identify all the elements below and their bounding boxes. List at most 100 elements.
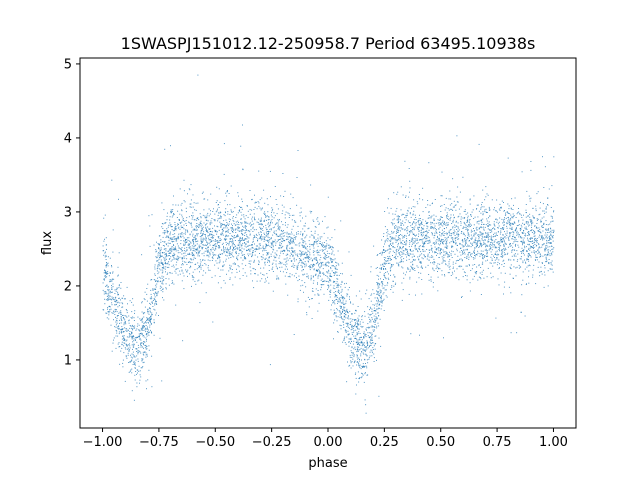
data-point xyxy=(171,229,173,231)
data-point xyxy=(310,257,312,259)
data-point xyxy=(287,268,288,270)
data-point xyxy=(241,201,243,203)
data-point xyxy=(154,309,156,311)
data-point xyxy=(198,252,200,254)
data-point xyxy=(190,223,192,225)
data-point xyxy=(377,282,379,284)
data-point xyxy=(361,351,363,353)
data-point xyxy=(501,264,503,266)
data-point xyxy=(398,265,400,267)
data-point xyxy=(109,309,111,311)
data-point xyxy=(206,250,208,252)
data-point xyxy=(329,296,331,298)
data-point xyxy=(163,248,165,250)
data-point xyxy=(452,239,454,241)
data-point xyxy=(424,238,426,240)
data-point xyxy=(149,245,151,247)
data-point xyxy=(399,247,401,249)
data-point xyxy=(430,217,432,219)
data-point xyxy=(271,244,273,246)
data-point xyxy=(467,212,469,214)
data-point xyxy=(480,294,482,295)
data-point xyxy=(189,203,191,205)
data-point xyxy=(481,263,483,265)
data-point xyxy=(166,253,167,255)
data-point xyxy=(182,272,184,274)
data-point xyxy=(412,222,414,224)
data-point xyxy=(502,250,504,252)
data-point xyxy=(464,240,466,242)
data-point xyxy=(455,260,457,262)
data-point xyxy=(394,228,396,229)
data-point xyxy=(214,220,216,222)
data-point xyxy=(543,222,545,224)
data-point xyxy=(435,215,437,217)
data-point xyxy=(108,291,110,293)
data-point xyxy=(377,300,379,302)
data-point xyxy=(141,367,143,369)
data-point xyxy=(228,223,230,225)
data-point xyxy=(261,208,263,210)
data-point xyxy=(328,265,330,267)
data-point xyxy=(347,324,349,326)
data-point xyxy=(408,293,410,295)
data-point xyxy=(141,359,143,361)
data-point xyxy=(132,351,134,353)
data-point xyxy=(465,241,467,243)
data-point xyxy=(406,238,408,240)
data-point xyxy=(365,363,366,364)
data-point xyxy=(503,266,505,267)
data-point xyxy=(176,257,178,259)
data-point xyxy=(322,220,323,222)
data-point xyxy=(120,282,122,283)
data-point xyxy=(361,315,363,317)
data-point xyxy=(426,240,428,242)
data-point xyxy=(114,314,116,315)
data-point xyxy=(474,249,475,251)
data-point xyxy=(473,242,475,244)
data-point xyxy=(405,215,407,217)
data-point xyxy=(482,218,484,220)
data-point xyxy=(351,341,352,342)
data-point xyxy=(337,278,339,280)
data-point xyxy=(304,222,306,224)
data-point xyxy=(159,268,161,270)
data-point xyxy=(278,247,279,249)
data-point xyxy=(118,285,120,287)
data-point xyxy=(426,228,428,230)
data-point xyxy=(261,278,263,280)
data-point xyxy=(275,199,277,200)
data-point xyxy=(213,248,215,250)
data-point xyxy=(217,208,218,210)
data-point xyxy=(200,231,202,233)
data-point xyxy=(342,341,344,343)
data-point xyxy=(259,238,261,240)
data-point xyxy=(238,228,240,229)
data-point xyxy=(510,264,512,266)
data-point xyxy=(150,318,152,320)
data-point xyxy=(178,226,180,228)
data-point xyxy=(511,255,513,257)
data-point xyxy=(487,194,489,196)
data-point xyxy=(500,236,502,238)
data-point xyxy=(333,322,335,324)
data-point xyxy=(518,221,520,223)
data-point xyxy=(418,233,420,235)
data-point xyxy=(493,244,495,245)
data-point xyxy=(218,262,220,264)
data-point xyxy=(226,273,227,275)
data-point xyxy=(193,249,195,251)
data-point xyxy=(280,236,282,238)
data-point xyxy=(162,232,164,234)
data-point xyxy=(360,353,362,355)
data-point xyxy=(444,237,446,239)
data-point xyxy=(226,190,228,192)
data-point xyxy=(239,270,240,272)
data-point xyxy=(522,244,523,246)
data-point xyxy=(161,255,163,257)
data-point xyxy=(349,324,351,326)
data-point xyxy=(446,224,448,226)
data-point xyxy=(235,245,237,247)
data-point xyxy=(348,341,350,342)
data-point xyxy=(512,236,514,237)
